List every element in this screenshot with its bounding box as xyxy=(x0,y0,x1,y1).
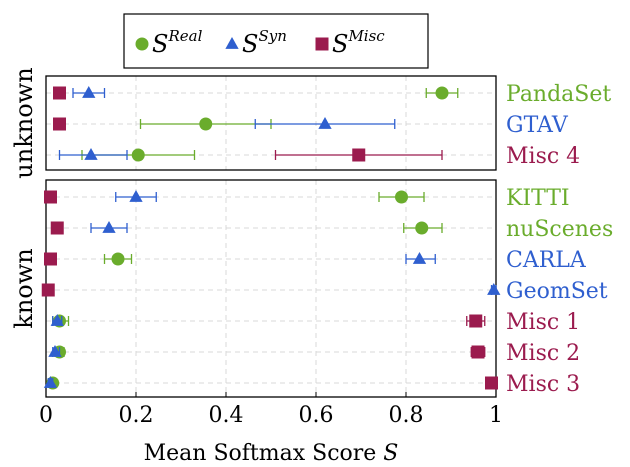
point-real-nuscenes xyxy=(415,221,429,235)
point-syn-misc-2 xyxy=(48,345,62,357)
point-syn-pandaset xyxy=(82,86,96,98)
x-tick-label: 1 xyxy=(489,403,503,428)
category-label-geomset: GeomSet xyxy=(506,279,608,304)
category-label-kitti: KITTI xyxy=(506,186,570,211)
point-real-pandaset xyxy=(435,86,449,100)
point-real-gtav xyxy=(199,117,213,131)
group-label-known: known xyxy=(10,248,38,328)
panel-frame-unknown xyxy=(45,75,497,171)
plot-panels: PandaSet GTAV Misc 4 unknown KITTI nuScenes CA… xyxy=(10,67,613,398)
category-label-misc-1: Misc 1 xyxy=(506,310,580,335)
legend-marker-misc xyxy=(315,37,329,51)
point-misc-carla xyxy=(44,252,57,266)
point-syn-misc-1 xyxy=(50,314,64,326)
point-misc-gtav xyxy=(53,117,66,131)
point-misc-misc-4 xyxy=(352,148,366,162)
legend-label-syn: SSyn xyxy=(242,27,287,58)
x-tick-label: 0 xyxy=(39,403,53,428)
category-label-pandaset: PandaSet xyxy=(506,82,611,107)
x-tick-label: 0.2 xyxy=(119,403,154,428)
point-misc-geomset xyxy=(41,283,55,297)
legend-label-misc: SMisc xyxy=(332,27,385,58)
point-syn-gtav xyxy=(318,117,332,129)
point-misc-misc-1 xyxy=(469,314,483,328)
x-axis: 0 0.2 0.4 0.6 0.8 1 Mean Softmax Score S xyxy=(39,392,503,466)
x-tick-label: 0.8 xyxy=(389,403,424,428)
category-label-misc-3: Misc 3 xyxy=(506,372,580,397)
point-misc-misc-2 xyxy=(471,345,485,359)
point-syn-misc-4 xyxy=(84,148,98,160)
point-misc-pandaset xyxy=(53,86,66,100)
category-label-misc-2: Misc 2 xyxy=(506,341,580,366)
data-marks xyxy=(41,86,501,390)
x-tick-label: 0.4 xyxy=(209,403,244,428)
point-syn-misc-3 xyxy=(43,376,58,388)
category-label-misc-4: Misc 4 xyxy=(506,144,580,169)
x-axis-title: Mean Softmax Score S xyxy=(144,441,399,466)
legend: SReal SSyn SMisc xyxy=(123,13,429,69)
x-tick-label: 0.6 xyxy=(299,403,334,428)
point-misc-nuscenes xyxy=(50,221,64,235)
legend-marker-syn xyxy=(225,37,239,49)
legend-marker-real xyxy=(135,37,149,51)
point-misc-kitti xyxy=(44,190,57,204)
point-syn-nuscenes xyxy=(102,221,116,233)
legend-label-real: SReal xyxy=(152,27,203,58)
panel-frame-known xyxy=(45,179,497,398)
point-real-kitti xyxy=(395,190,408,204)
category-label-nuscenes: nuScenes xyxy=(506,217,613,242)
point-syn-kitti xyxy=(129,190,143,202)
legend-box xyxy=(123,13,429,69)
category-label-carla: CARLA xyxy=(506,248,587,273)
category-label-gtav: GTAV xyxy=(506,113,569,138)
group-label-unknown: unknown xyxy=(10,67,38,178)
point-misc-misc-3 xyxy=(485,376,498,390)
point-real-carla xyxy=(111,252,125,266)
point-syn-geomset xyxy=(487,283,501,295)
point-real-misc-4 xyxy=(131,148,145,162)
point-syn-carla xyxy=(412,252,427,264)
